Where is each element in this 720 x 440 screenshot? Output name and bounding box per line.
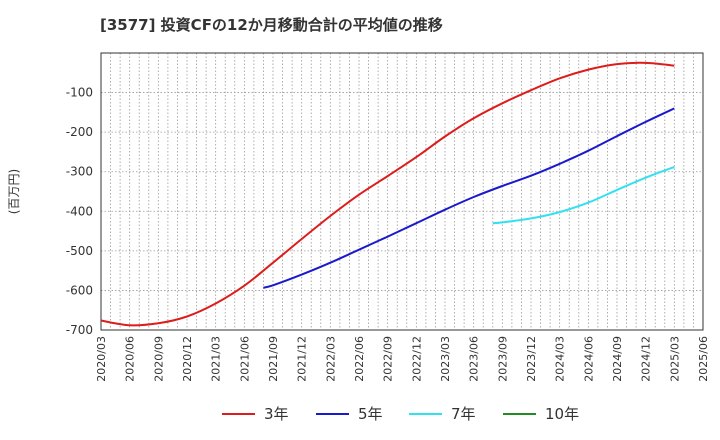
y-axis: -100 -200 -300 -400 -500 -600 -700 xyxy=(66,86,93,337)
x-tick-label: 2020/09 xyxy=(152,336,165,382)
x-tick-label: 2020/12 xyxy=(181,336,194,382)
x-tick-label: 2023/03 xyxy=(439,336,452,382)
plot-frame xyxy=(100,52,704,331)
legend-label: 3年 xyxy=(264,405,289,423)
y-tick-label: -600 xyxy=(66,283,93,297)
x-tick-label: 2022/09 xyxy=(382,336,395,382)
legend: 3年 5年 7年 10年 xyxy=(222,405,579,423)
x-tick-label: 2025/03 xyxy=(668,336,681,382)
y-tick-label: -500 xyxy=(66,244,93,258)
x-tick-label: 2021/09 xyxy=(267,336,280,382)
y-tick-label: -300 xyxy=(66,165,93,179)
legend-label: 10年 xyxy=(545,405,579,423)
x-tick-label: 2021/06 xyxy=(238,336,251,382)
x-tick-label: 2024/06 xyxy=(582,336,595,382)
series-line-5年 xyxy=(263,107,675,289)
series-line-7年 xyxy=(492,166,675,225)
y-tick-label: -100 xyxy=(66,86,93,100)
legend-label: 5年 xyxy=(358,405,383,423)
x-tick-label: 2023/09 xyxy=(496,336,509,382)
chart-title: [3577] 投資CFの12か月移動合計の平均値の推移 xyxy=(100,16,443,34)
x-tick-label: 2023/12 xyxy=(525,336,538,382)
x-tick-label: 2024/09 xyxy=(611,336,624,382)
x-tick-label: 2022/12 xyxy=(410,336,423,382)
x-tick-label: 2022/06 xyxy=(353,336,366,382)
x-axis: 2020/03 2020/06 2020/09 2020/12 2021/03 2021/… xyxy=(95,336,710,382)
x-tick-label: 2020/06 xyxy=(124,336,137,382)
x-tick-label: 2022/03 xyxy=(324,336,337,382)
x-tick-label: 2025/06 xyxy=(697,336,710,382)
x-tick-label: 2021/03 xyxy=(210,336,223,382)
x-tick-label: 2020/03 xyxy=(95,336,108,382)
series-lines xyxy=(100,61,675,327)
x-tick-label: 2024/12 xyxy=(640,336,653,382)
y-tick-label: -400 xyxy=(66,204,93,218)
y-tick-label: -200 xyxy=(66,125,93,139)
legend-label: 7年 xyxy=(451,405,476,423)
series-line-3年 xyxy=(100,61,675,327)
y-axis-label: (百万円) xyxy=(7,169,21,214)
x-tick-label: 2021/12 xyxy=(296,336,309,382)
x-tick-label: 2024/03 xyxy=(554,336,567,382)
grid xyxy=(101,53,703,331)
y-tick-label: -700 xyxy=(66,323,93,337)
x-tick-label: 2023/06 xyxy=(468,336,481,382)
